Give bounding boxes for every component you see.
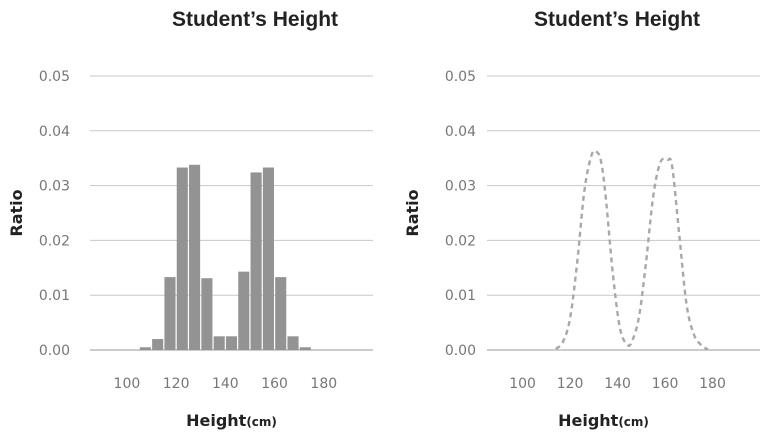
chart-title-left: Student’s Height xyxy=(171,8,339,31)
y-tick-label-0: 0.00 xyxy=(445,343,476,359)
x-tick-label-0: 100 xyxy=(114,376,141,392)
y-tick-label-2: 0.02 xyxy=(39,233,70,249)
histogram-bar xyxy=(152,339,164,350)
x-tick-label-2: 140 xyxy=(212,376,239,392)
x-tick-label-4: 180 xyxy=(699,376,726,392)
x-tick-label-0: 100 xyxy=(509,376,536,392)
y-tick-label-0: 0.00 xyxy=(39,343,70,359)
x-axis-title-unit: (cm) xyxy=(618,415,649,429)
x-axis-title: Height(cm) xyxy=(558,411,649,430)
histogram-bar xyxy=(287,336,299,350)
histogram-bar xyxy=(275,277,287,350)
histogram-bar xyxy=(139,347,151,350)
y-tick-label-4: 0.04 xyxy=(39,124,70,140)
x-axis-title-text: Height xyxy=(558,411,619,430)
histogram-bar xyxy=(213,336,225,350)
histogram-bar xyxy=(164,277,176,350)
histogram-bar xyxy=(225,336,238,350)
x-tick-label-2: 140 xyxy=(604,376,631,392)
y-tick-label-3: 0.03 xyxy=(39,179,70,195)
x-tick-label-3: 160 xyxy=(652,376,679,392)
y-tick-label-3: 0.03 xyxy=(445,179,476,195)
y-tick-label-5: 0.05 xyxy=(445,69,476,85)
y-axis-title: Ratio xyxy=(403,189,422,236)
chart-title-right: Student’s Height xyxy=(533,8,701,31)
y-tick-label-2: 0.02 xyxy=(445,233,476,249)
y-tick-label-4: 0.04 xyxy=(445,124,476,140)
y-axis-title: Ratio xyxy=(7,189,26,236)
density-line xyxy=(554,149,709,351)
x-tick-label-1: 120 xyxy=(163,376,190,392)
x-tick-label-4: 180 xyxy=(310,376,337,392)
histogram-bar xyxy=(189,164,201,350)
histogram-bar xyxy=(262,167,274,350)
x-axis-title-text: Height xyxy=(186,411,247,430)
histogram-bar xyxy=(176,167,188,350)
y-tick-label-1: 0.01 xyxy=(445,288,476,304)
x-axis-title: Height(cm) xyxy=(186,411,277,430)
x-tick-label-1: 120 xyxy=(557,376,584,392)
y-tick-label-5: 0.05 xyxy=(39,69,70,85)
histogram-bar xyxy=(238,271,250,350)
x-tick-label-3: 160 xyxy=(261,376,288,392)
x-axis-title-unit: (cm) xyxy=(246,415,277,429)
histogram-bar xyxy=(299,347,311,350)
histogram-bar xyxy=(250,172,262,350)
y-tick-label-1: 0.01 xyxy=(39,288,70,304)
histogram-bar xyxy=(201,278,213,350)
